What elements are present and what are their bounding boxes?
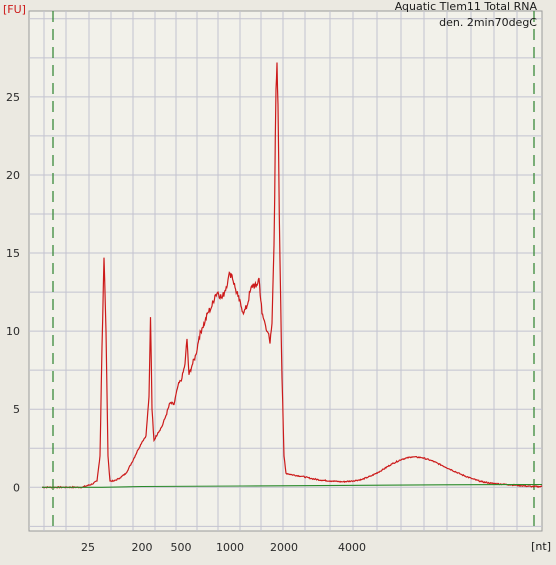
chart-subtitle: den. 2min70degC [439,16,537,29]
y-tick-label: 20 [6,169,20,182]
chart-title: Aquatic Tlem11 Total RNA [395,0,538,13]
vertical-gridlines [43,11,518,531]
x-axis-tick-labels: 25 200 500 1000 2000 4000 [81,541,366,554]
series-group [42,62,543,489]
y-axis-tick-labels: 0 5 10 15 20 25 [6,91,20,494]
y-tick-label: 0 [13,481,20,494]
horizontal-gridlines [29,18,542,527]
marker-lines [52,11,535,531]
x-tick-label: 1000 [216,541,244,554]
x-tick-label: 500 [171,541,192,554]
y-tick-label: 10 [6,325,20,338]
y-axis-unit-label: [FU] [3,3,26,16]
y-tick-label: 25 [6,91,20,104]
x-tick-label: 25 [81,541,95,554]
baseline-trace [42,483,543,488]
y-tick-label: 5 [13,403,20,416]
x-tick-label: 4000 [338,541,366,554]
x-tick-label: 2000 [270,541,298,554]
x-axis-unit-label: [nt] [531,540,551,553]
plot-area [28,10,543,532]
y-tick-label: 15 [6,247,20,260]
x-tick-label: 200 [132,541,153,554]
fluorescence-trace [42,62,543,489]
